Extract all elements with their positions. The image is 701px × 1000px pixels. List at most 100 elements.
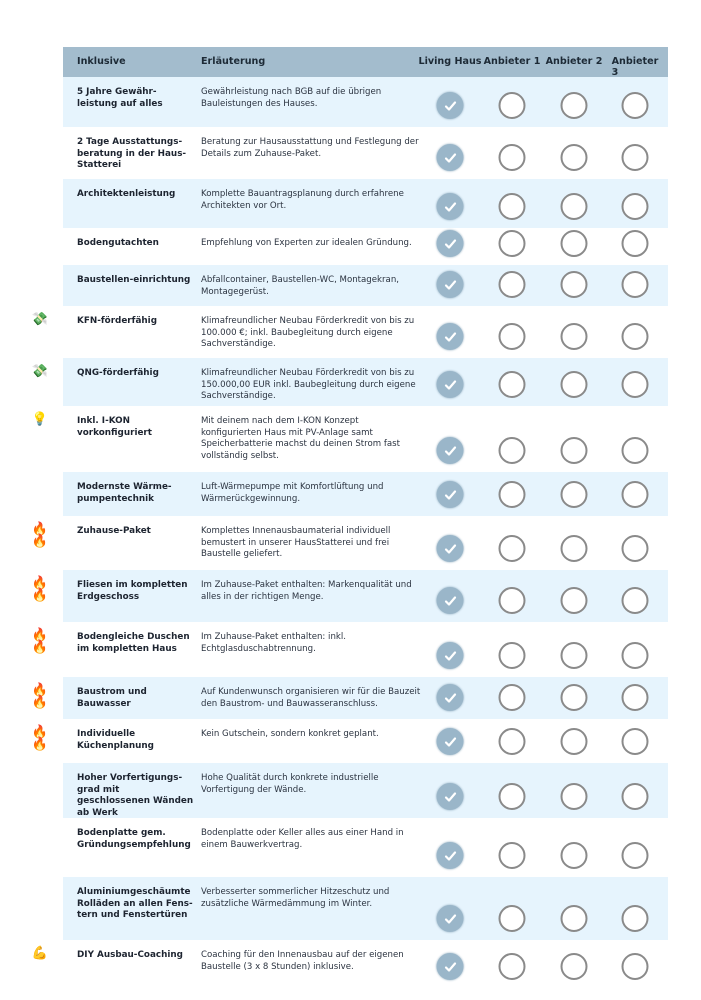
empty-circle-icon [498, 144, 526, 171]
lightbulb-icon: 💡 [31, 412, 49, 427]
check-icon [436, 144, 464, 171]
feature-name: QNG-förderfähig [77, 368, 159, 378]
empty-circle-icon [498, 905, 526, 932]
empty-circle-icon [498, 323, 526, 350]
check-icon [436, 92, 464, 119]
table-row: Bodenplatte gem. Gründungsempfehlung Bode… [63, 818, 668, 877]
empty-circle-icon [560, 728, 588, 755]
check-icon [436, 684, 464, 711]
empty-circle-icon [498, 230, 526, 257]
table-row: 💡 Inkl. I-KON vorkonfiguriert Mit deinem n… [32, 406, 668, 472]
check-icon [436, 587, 464, 614]
money-icon: 💸 [31, 364, 49, 379]
feature-name: Bodengleiche Duschen im kompletten Haus [77, 632, 190, 654]
empty-circle-icon [560, 271, 588, 298]
feature-description: Empfehlung von Experten zur idealen Grün… [201, 238, 412, 248]
header-feature: Inklusive [77, 56, 126, 67]
empty-circle-icon [560, 371, 588, 398]
feature-name: Bodenplatte gem. Gründungsempfehlung [77, 828, 191, 850]
check-icon [436, 953, 464, 980]
empty-circle-icon [621, 905, 649, 932]
empty-circle-icon [621, 193, 649, 220]
feature-name: Baustellen-einrichtung [77, 275, 191, 285]
table-row: Bodengutachten Empfehlung von Experten zu… [63, 228, 668, 265]
empty-circle-icon [498, 587, 526, 614]
table-row: 🔥🔥 Fliesen im kompletten Erdgeschoss Im Zu… [32, 570, 668, 622]
comparison-table: Inklusive Erläuterung Living Haus Anbiet… [32, 47, 668, 988]
check-icon [436, 728, 464, 755]
check-icon [436, 842, 464, 869]
table-row: 2 Tage Ausstattungs-beratung in der Haus… [63, 127, 668, 179]
empty-circle-icon [560, 535, 588, 562]
feature-name: Modernste Wärme-pumpentechnik [77, 482, 172, 504]
feature-description: Im Zuhause-Paket enthalten: Markenqualit… [201, 580, 412, 602]
feature-description: Komplettes Innenausbaumaterial individue… [201, 526, 391, 560]
empty-circle-icon [621, 587, 649, 614]
empty-circle-icon [621, 92, 649, 119]
table-row: 💸 KFN-förderfähig Klimafreundlicher Neubau… [32, 306, 668, 358]
empty-circle-icon [498, 642, 526, 669]
feature-description: Auf Kundenwunsch organisieren wir für di… [201, 687, 421, 709]
flexed-arm-icon: 💪 [31, 946, 49, 961]
fire-icon: 🔥🔥 [31, 522, 49, 549]
feature-name: 5 Jahre Gewähr-leistung auf alles [77, 87, 163, 109]
table-row: Modernste Wärme-pumpentechnik Luft-Wärmep… [63, 472, 668, 516]
table-row: 🔥🔥 Baustrom und Bauwasser Auf Kundenwunsch… [32, 677, 668, 719]
empty-circle-icon [560, 481, 588, 508]
feature-name: Aluminiumgeschäumte Rolläden an allen Fe… [77, 887, 193, 921]
table-row: 💪 DIY Ausbau-Coaching Coaching für den Inn… [32, 940, 668, 988]
empty-circle-icon [560, 230, 588, 257]
empty-circle-icon [498, 684, 526, 711]
empty-circle-icon [560, 642, 588, 669]
fire-icon: 🔥🔥 [31, 725, 49, 752]
feature-description: Mit deinem nach dem I-KON Konzept konfig… [201, 416, 400, 461]
feature-description: Komplette Bauantragsplanung durch erfahr… [201, 189, 404, 211]
check-icon [436, 371, 464, 398]
money-icon: 💸 [31, 312, 49, 327]
feature-description: Luft-Wärmepumpe mit Komfortlüftung und W… [201, 482, 384, 504]
empty-circle-icon [560, 783, 588, 810]
empty-circle-icon [498, 783, 526, 810]
empty-circle-icon [560, 323, 588, 350]
empty-circle-icon [560, 587, 588, 614]
check-icon [436, 481, 464, 508]
check-icon [436, 783, 464, 810]
table-row: 🔥🔥 Individuelle Küchenplanung Kein Gutsche… [32, 719, 668, 763]
empty-circle-icon [498, 271, 526, 298]
feature-description: Klimafreundlicher Neubau Förderkredit vo… [201, 316, 415, 350]
header-living-haus: Living Haus [418, 56, 482, 67]
table-row: Baustellen-einrichtung Abfallcontainer, B… [63, 265, 668, 306]
empty-circle-icon [621, 144, 649, 171]
feature-description: Beratung zur Hausausstattung und Festleg… [201, 137, 419, 159]
feature-name: Hoher Vorfertigungs-grad mit geschlossen… [77, 773, 194, 818]
feature-name: Zuhause-Paket [77, 526, 151, 536]
empty-circle-icon [498, 842, 526, 869]
empty-circle-icon [621, 371, 649, 398]
feature-description: Gewährleistung nach BGB auf die übrigen … [201, 87, 382, 109]
check-icon [436, 535, 464, 562]
empty-circle-icon [560, 193, 588, 220]
feature-name: Bodengutachten [77, 238, 159, 248]
empty-circle-icon [621, 437, 649, 464]
feature-description: Kein Gutschein, sondern konkret geplant. [201, 729, 379, 739]
feature-name: KFN-förderfähig [77, 316, 157, 326]
check-icon [436, 271, 464, 298]
feature-name: Inkl. I-KON vorkonfiguriert [77, 416, 152, 438]
empty-circle-icon [498, 953, 526, 980]
empty-circle-icon [621, 842, 649, 869]
empty-circle-icon [621, 642, 649, 669]
empty-circle-icon [560, 684, 588, 711]
empty-circle-icon [498, 92, 526, 119]
empty-circle-icon [498, 481, 526, 508]
feature-description: Verbesserter sommerlicher Hitzeschutz un… [201, 887, 390, 909]
table-row: Hoher Vorfertigungs-grad mit geschlossen… [63, 763, 668, 818]
empty-circle-icon [621, 953, 649, 980]
table-row: 🔥🔥 Bodengleiche Duschen im kompletten Hau… [32, 622, 668, 677]
empty-circle-icon [621, 684, 649, 711]
feature-description: Abfallcontainer, Baustellen-WC, Montagek… [201, 275, 400, 297]
feature-name: Fliesen im kompletten Erdgeschoss [77, 580, 188, 602]
table-row: 5 Jahre Gewähr-leistung auf alles Gewährl… [63, 77, 668, 127]
empty-circle-icon [621, 271, 649, 298]
check-icon [436, 323, 464, 350]
empty-circle-icon [498, 371, 526, 398]
